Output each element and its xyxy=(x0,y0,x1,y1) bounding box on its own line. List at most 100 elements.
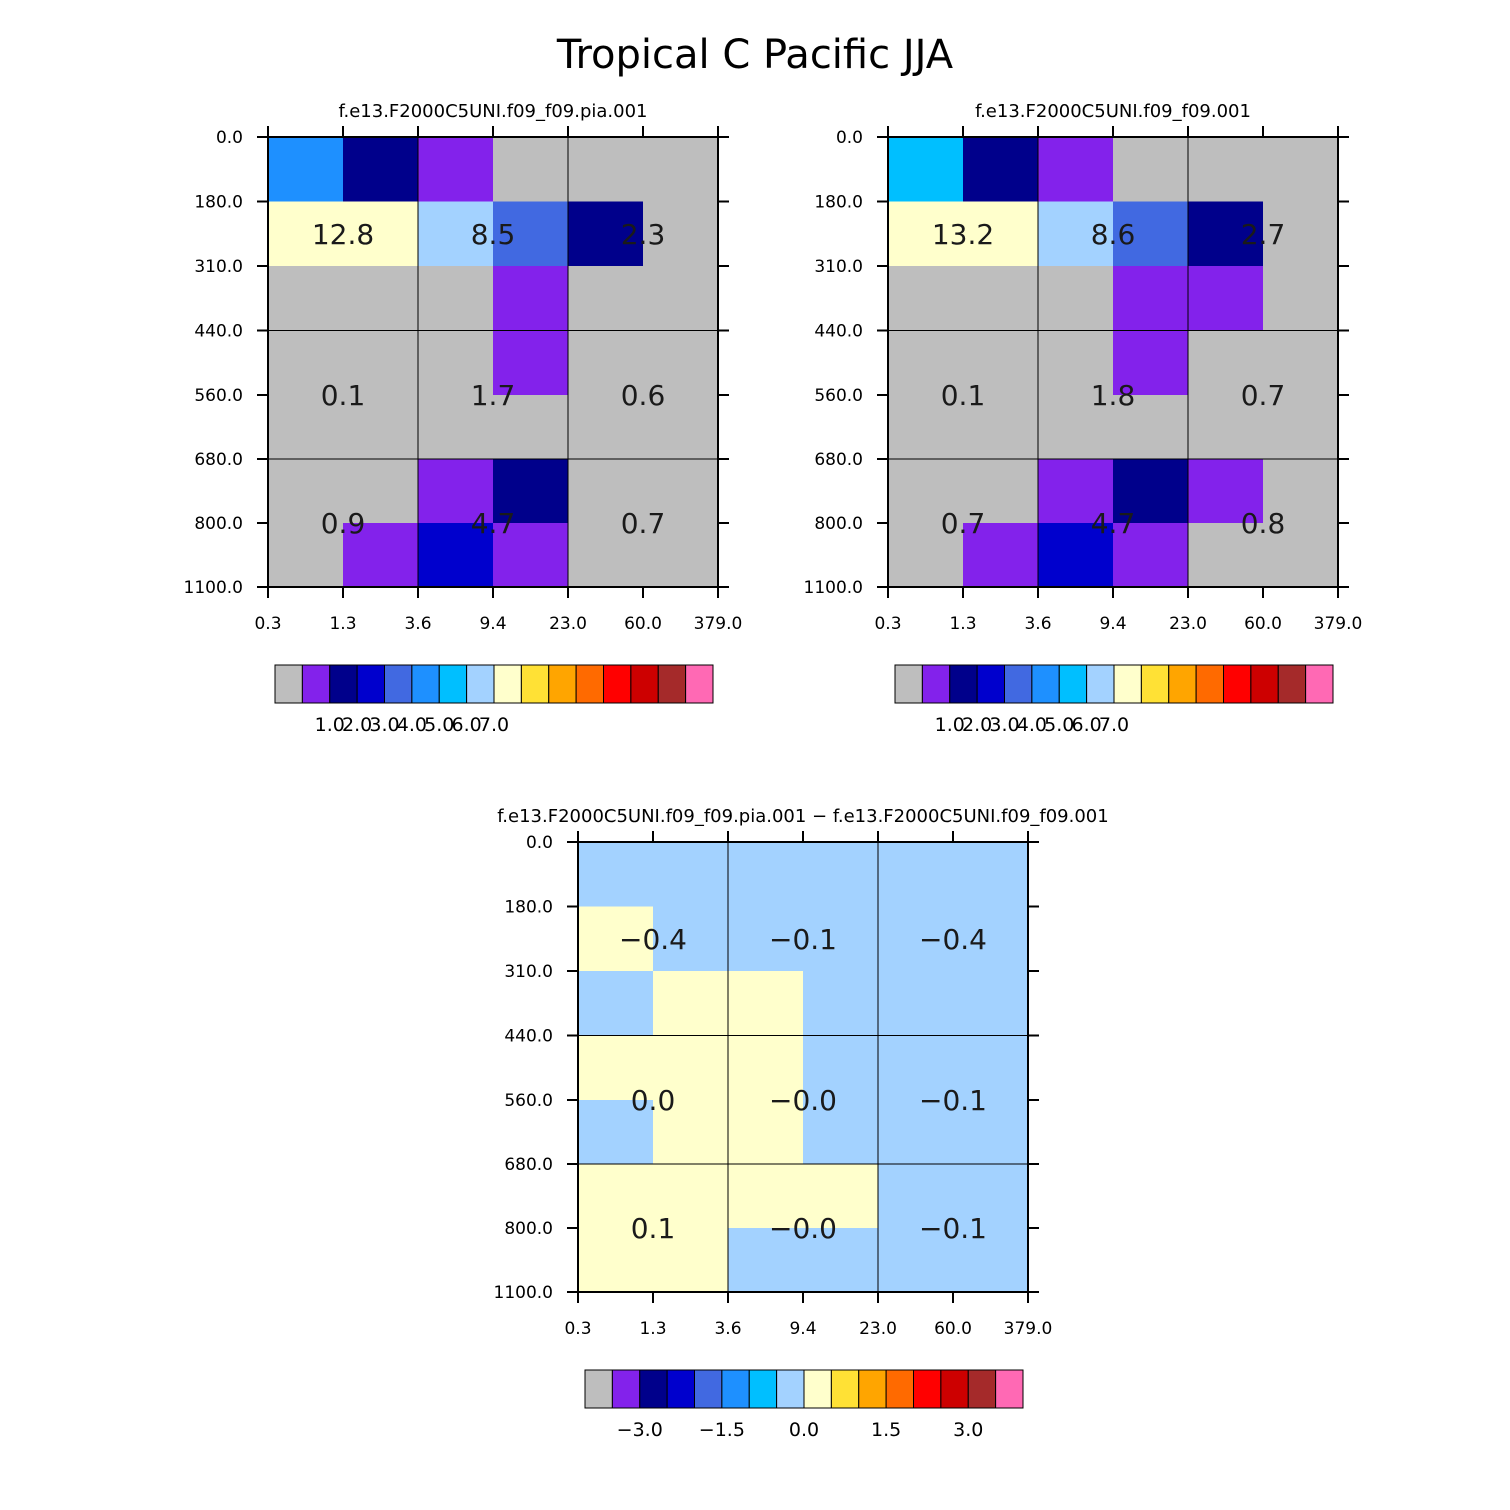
box-value-label: −0.1 xyxy=(769,923,837,956)
heatmap-cell xyxy=(1038,395,1114,460)
heatmap-cell xyxy=(418,137,494,202)
y-tick-label: 440.0 xyxy=(194,322,243,342)
colorbar-swatch xyxy=(721,1369,750,1409)
colorbar-label: 2.0 xyxy=(342,714,372,736)
x-tick-label: 0.3 xyxy=(874,614,901,634)
heatmap-cell xyxy=(653,1100,729,1165)
colorbar-label: 4.0 xyxy=(1017,714,1047,736)
heatmap-cell xyxy=(888,266,964,331)
colorbar-swatch xyxy=(976,664,1005,704)
box-value-label: 0.1 xyxy=(321,379,366,412)
colorbar-swatch xyxy=(1140,664,1170,704)
y-tick-label: 560.0 xyxy=(814,386,863,406)
colorbar-swatch xyxy=(803,1369,832,1409)
colorbar-swatch xyxy=(776,1369,805,1409)
box-value-label: 0.1 xyxy=(631,1212,676,1245)
colorbar-label: 6.0 xyxy=(1072,714,1102,736)
heatmap-cell xyxy=(963,330,1039,396)
y-tick-label: 180.0 xyxy=(194,193,243,213)
y-tick-label: 0.0 xyxy=(216,128,243,148)
heatmap-cell xyxy=(728,1035,804,1101)
colorbar-swatch xyxy=(548,664,577,704)
heatmap-cell xyxy=(268,459,344,524)
heatmap-cell xyxy=(878,906,954,972)
y-tick-label: 560.0 xyxy=(194,386,243,406)
heatmap-cell xyxy=(963,395,1039,460)
colorbar-swatch xyxy=(329,664,358,704)
colorbar-swatch xyxy=(411,664,440,704)
heatmap-cell xyxy=(728,1100,804,1165)
heatmap-cell xyxy=(493,330,569,396)
colorbar-swatch xyxy=(630,664,659,704)
colorbar-label: 3.0 xyxy=(989,714,1019,736)
colorbar-swatch xyxy=(666,1369,695,1409)
heatmap-cell xyxy=(653,1228,729,1293)
heatmap-cell xyxy=(963,201,1039,267)
heatmap-cell xyxy=(493,459,569,524)
x-tick-label: 1.3 xyxy=(329,614,356,634)
heatmap-cell xyxy=(963,137,1039,202)
box-value-label: −0.4 xyxy=(919,923,987,956)
heatmap-cell xyxy=(888,137,964,202)
heatmap-cell xyxy=(568,523,644,588)
y-tick-label: 680.0 xyxy=(814,450,863,470)
colorbar-swatch xyxy=(894,664,923,704)
heatmap-cell xyxy=(878,1035,954,1101)
y-tick-label: 800.0 xyxy=(504,1219,553,1239)
heatmap-cell xyxy=(878,1228,954,1293)
heatmap-cell xyxy=(418,266,494,331)
heatmap-cell xyxy=(1113,266,1189,331)
colorbar-swatch xyxy=(1086,664,1115,704)
heatmap-cell xyxy=(953,971,1029,1036)
colorbar-swatch xyxy=(438,664,468,704)
heatmap-cell xyxy=(888,459,964,524)
box-value-label: 4.7 xyxy=(471,507,516,540)
colorbar-swatch xyxy=(384,664,413,704)
x-tick-label: 1.3 xyxy=(949,614,976,634)
x-tick-label: 9.4 xyxy=(789,1319,816,1339)
heatmap-cell xyxy=(878,842,954,907)
colorbar-label: 0.0 xyxy=(789,1419,819,1441)
colorbar-swatch xyxy=(301,664,331,704)
heatmap-cell xyxy=(963,523,1039,588)
heatmap-cell xyxy=(1038,137,1114,202)
heatmap-cell xyxy=(418,459,494,524)
heatmap-cell xyxy=(728,1164,804,1229)
box-value-label: 0.1 xyxy=(941,379,986,412)
y-tick-label: 560.0 xyxy=(504,1091,553,1111)
colorbar-swatch xyxy=(1223,664,1252,704)
box-value-label: 8.6 xyxy=(1091,218,1136,251)
heatmap-cell xyxy=(1188,459,1264,524)
box-value-label: 12.8 xyxy=(312,218,374,251)
heatmap-cell xyxy=(493,395,569,460)
heatmap-cell xyxy=(578,906,654,972)
heatmap-cell xyxy=(1188,137,1264,202)
heatmap-cell xyxy=(1113,201,1189,267)
colorbar-swatch xyxy=(657,664,687,704)
heatmap-cell xyxy=(343,459,419,524)
panel-title: f.e13.F2000C5UNI.f09_f09.001 xyxy=(975,101,1251,122)
colorbar-swatch xyxy=(611,1369,641,1409)
x-tick-label: 23.0 xyxy=(549,614,587,634)
box-value-label: 2.3 xyxy=(621,218,666,251)
heatmap-cell xyxy=(418,330,494,396)
colorbar-swatch xyxy=(356,664,385,704)
heatmap-cell xyxy=(643,330,719,396)
heatmap-cell xyxy=(343,523,419,588)
panel-title: f.e13.F2000C5UNI.f09_f09.pia.001 − f.e13… xyxy=(497,806,1108,827)
colorbar-swatch xyxy=(520,664,550,704)
heatmap-cell xyxy=(653,906,729,972)
colorbar-swatch xyxy=(967,1369,997,1409)
colorbar-swatch xyxy=(575,664,604,704)
colorbar-swatch xyxy=(584,1369,613,1409)
colorbar-swatch xyxy=(995,1369,1024,1409)
heatmap-cell xyxy=(1113,137,1189,202)
y-tick-label: 440.0 xyxy=(504,1027,553,1047)
x-tick-label: 3.6 xyxy=(1024,614,1051,634)
y-tick-label: 1100.0 xyxy=(804,578,863,598)
box-value-label: −0.1 xyxy=(919,1084,987,1117)
colorbar-label: 4.0 xyxy=(397,714,427,736)
x-tick-label: 0.3 xyxy=(564,1319,591,1339)
x-tick-label: 60.0 xyxy=(934,1319,972,1339)
